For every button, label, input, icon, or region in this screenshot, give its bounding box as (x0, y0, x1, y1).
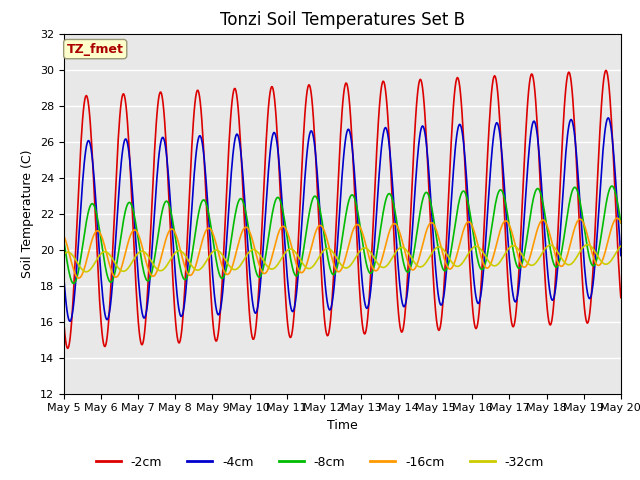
-16cm (411, 266, 419, 272)
-16cm (75, 275, 83, 281)
-32cm (617, 243, 625, 249)
-4cm (605, 115, 612, 121)
-16cm (617, 220, 625, 226)
-4cm (60, 277, 68, 283)
-4cm (185, 252, 193, 257)
-4cm (428, 201, 435, 206)
Text: TZ_fmet: TZ_fmet (67, 43, 124, 56)
-8cm (185, 269, 193, 275)
-2cm (128, 205, 136, 211)
Line: -8cm: -8cm (64, 186, 621, 283)
-4cm (71, 289, 79, 295)
Line: -32cm: -32cm (64, 245, 621, 272)
-8cm (411, 244, 419, 250)
-8cm (617, 220, 625, 226)
-4cm (411, 191, 419, 196)
-2cm (64, 346, 72, 351)
-32cm (185, 258, 193, 264)
-32cm (128, 259, 136, 265)
-32cm (428, 252, 435, 257)
-4cm (214, 312, 222, 318)
-2cm (60, 322, 68, 327)
-2cm (185, 207, 193, 213)
-8cm (214, 267, 222, 273)
-32cm (83, 269, 90, 275)
-32cm (214, 248, 222, 253)
-8cm (609, 183, 616, 189)
-4cm (617, 252, 625, 258)
-32cm (411, 260, 419, 266)
-16cm (70, 268, 78, 274)
Legend: -2cm, -4cm, -8cm, -16cm, -32cm: -2cm, -4cm, -8cm, -16cm, -32cm (91, 451, 549, 474)
-16cm (128, 229, 136, 235)
Line: -4cm: -4cm (64, 118, 621, 321)
Line: -2cm: -2cm (64, 71, 621, 348)
-2cm (411, 128, 419, 134)
-16cm (428, 220, 435, 226)
Y-axis label: Soil Temperature (C): Soil Temperature (C) (22, 149, 35, 278)
-8cm (128, 204, 136, 210)
-8cm (428, 202, 435, 207)
-16cm (214, 249, 222, 254)
-8cm (71, 280, 79, 286)
X-axis label: Time: Time (327, 419, 358, 432)
-32cm (60, 252, 68, 257)
-2cm (214, 332, 222, 337)
Title: Tonzi Soil Temperatures Set B: Tonzi Soil Temperatures Set B (220, 11, 465, 29)
-2cm (617, 295, 625, 300)
-2cm (71, 264, 79, 270)
-2cm (602, 68, 610, 73)
-2cm (428, 232, 435, 238)
-4cm (128, 185, 136, 191)
-16cm (613, 216, 621, 221)
-32cm (70, 254, 78, 260)
-16cm (185, 272, 193, 277)
-8cm (70, 280, 77, 286)
-32cm (584, 242, 591, 248)
-16cm (60, 233, 68, 239)
-4cm (67, 318, 74, 324)
Line: -16cm: -16cm (64, 218, 621, 278)
-8cm (60, 239, 68, 245)
